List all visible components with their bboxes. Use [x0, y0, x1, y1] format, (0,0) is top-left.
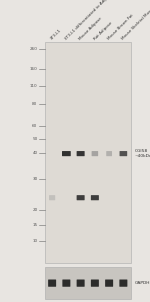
Text: 15: 15 — [32, 223, 38, 227]
FancyBboxPatch shape — [62, 280, 70, 287]
Text: 10: 10 — [32, 239, 38, 243]
Text: 30: 30 — [32, 177, 38, 181]
Bar — [45, 42, 130, 263]
FancyBboxPatch shape — [91, 195, 99, 200]
Text: GAPDH: GAPDH — [135, 281, 150, 285]
Text: Mouse Brown Fat: Mouse Brown Fat — [107, 13, 135, 41]
Text: 50: 50 — [32, 137, 38, 141]
Text: 110: 110 — [30, 84, 38, 88]
FancyBboxPatch shape — [119, 280, 127, 287]
Text: Mouse Adipose: Mouse Adipose — [79, 16, 103, 41]
Text: 20: 20 — [32, 208, 38, 212]
FancyBboxPatch shape — [62, 151, 71, 156]
FancyBboxPatch shape — [105, 280, 113, 287]
FancyBboxPatch shape — [49, 195, 55, 200]
Text: Rat Adipose: Rat Adipose — [93, 21, 113, 41]
Text: 60: 60 — [32, 124, 38, 128]
Text: 80: 80 — [32, 102, 38, 106]
Text: 160: 160 — [30, 67, 38, 71]
Text: 3T3-L1 differentiated to Adipocytes: 3T3-L1 differentiated to Adipocytes — [64, 0, 118, 41]
Text: 3T3-L1: 3T3-L1 — [50, 28, 63, 41]
FancyBboxPatch shape — [77, 151, 85, 156]
Bar — [45, 267, 130, 299]
Text: 260: 260 — [30, 47, 38, 51]
FancyBboxPatch shape — [77, 280, 85, 287]
FancyBboxPatch shape — [77, 195, 85, 200]
Text: 40: 40 — [32, 150, 38, 155]
FancyBboxPatch shape — [48, 280, 56, 287]
FancyBboxPatch shape — [120, 151, 127, 156]
Text: CGI58
~40kDa: CGI58 ~40kDa — [135, 149, 150, 158]
FancyBboxPatch shape — [106, 151, 112, 156]
Text: Mouse Skeletal Muscle: Mouse Skeletal Muscle — [121, 5, 150, 41]
FancyBboxPatch shape — [92, 151, 98, 156]
FancyBboxPatch shape — [91, 280, 99, 287]
